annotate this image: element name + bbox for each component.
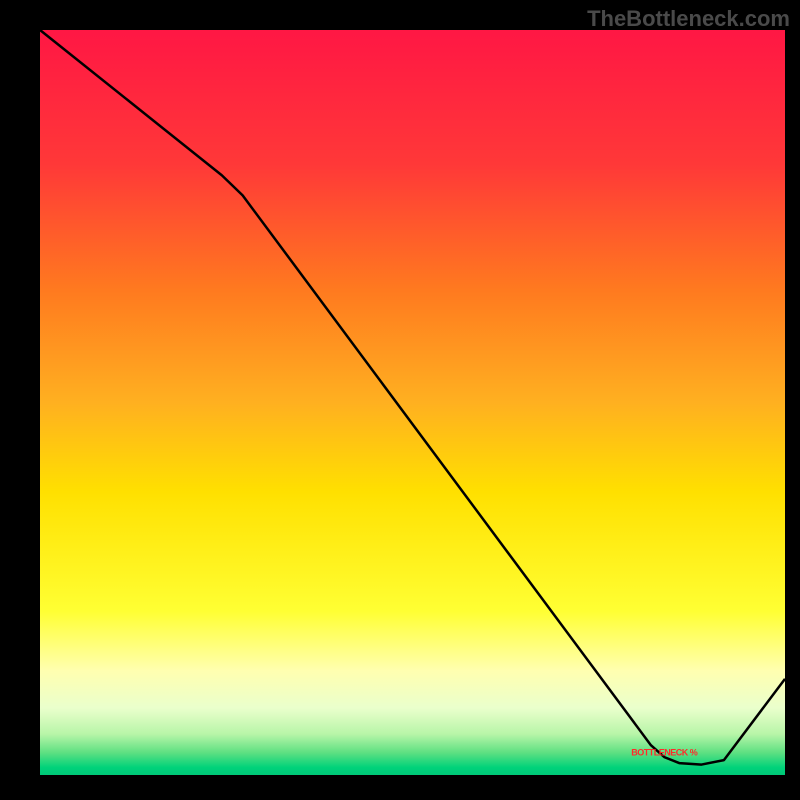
watermark: TheBottleneck.com <box>587 6 790 32</box>
bottleneck-chart: BOTTLENECK % <box>0 0 800 800</box>
bottleneck-marker: BOTTLENECK % <box>631 748 697 758</box>
plot-background <box>40 30 785 775</box>
